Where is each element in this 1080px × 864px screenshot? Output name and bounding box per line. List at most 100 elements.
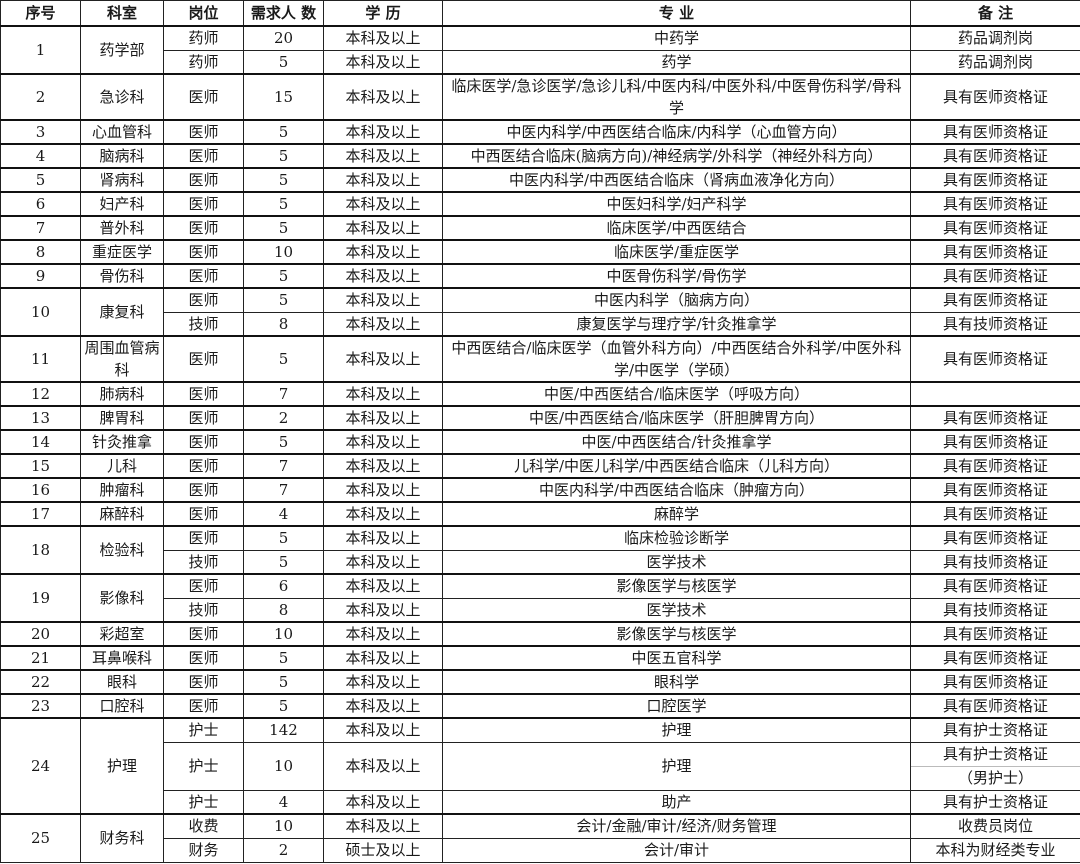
cell-no: 2 <box>0 73 81 121</box>
cell-count: 2 <box>243 837 324 863</box>
cell-remark: 具有医师资格证 <box>910 73 1080 121</box>
table-row: 1 药学部 药师 20 本科及以上 中药学 药品调剂岗 <box>0 25 1080 75</box>
cell-major: 临床医学/重症医学 <box>442 239 911 265</box>
cell-remark: 具有医师资格证 <box>910 453 1080 479</box>
cell-count: 5 <box>243 669 324 695</box>
cell-count: 4 <box>243 789 324 815</box>
cell-post: 医师 <box>163 191 244 217</box>
cell-post: 医师 <box>163 119 244 145</box>
cell-count: 5 <box>243 549 324 575</box>
cell-post: 医师 <box>163 621 244 647</box>
header-remark: 备 注 <box>910 0 1080 27</box>
cell-major: 中医骨伤科学/骨伤学 <box>442 263 911 289</box>
cell-major: 中医内科学/中西医结合临床（肿瘤方向） <box>442 477 911 503</box>
cell-no: 4 <box>0 143 81 169</box>
cell-count: 5 <box>243 693 324 719</box>
cell-post: 医师 <box>163 263 244 289</box>
cell-no: 21 <box>0 645 81 671</box>
table-row: 15 儿科 医师 7 本科及以上 儿科学/中医儿科学/中西医结合临床（儿科方向） 具有医师资… <box>0 453 1080 479</box>
cell-post: 药师 <box>163 49 244 75</box>
cell-no: 20 <box>0 621 81 647</box>
cell-count: 5 <box>243 645 324 671</box>
cell-count: 10 <box>243 741 324 791</box>
cell-post: 技师 <box>163 597 244 623</box>
cell-major: 护理 <box>442 741 911 791</box>
cell-edu: 本科及以上 <box>323 143 443 169</box>
cell-count: 5 <box>243 215 324 241</box>
cell-post: 医师 <box>163 429 244 455</box>
cell-post: 护士 <box>163 717 244 743</box>
cell-post: 护士 <box>163 789 244 815</box>
cell-major: 临床医学/中西医结合 <box>442 215 911 241</box>
cell-count: 10 <box>243 621 324 647</box>
cell-post: 医师 <box>163 693 244 719</box>
table-row: 23 口腔科 医师 5 本科及以上 口腔医学 具有医师资格证 <box>0 693 1080 719</box>
cell-no: 11 <box>0 335 81 383</box>
cell-major: 影像医学与核医学 <box>442 621 911 647</box>
cell-remark: 具有医师资格证 <box>910 501 1080 527</box>
cell-post: 收费 <box>163 813 244 839</box>
table-row: 5 肾病科 医师 5 本科及以上 中医内科学/中西医结合临床（肾病血液净化方向） 具有医师资… <box>0 167 1080 193</box>
cell-no: 12 <box>0 381 81 407</box>
cell-remark: 具有技师资格证 <box>910 311 1080 337</box>
cell-remark: 具有护士资格证 <box>910 717 1080 743</box>
cell-count: 5 <box>243 167 324 193</box>
cell-post: 医师 <box>163 167 244 193</box>
cell-remark: 具有医师资格证 <box>910 143 1080 169</box>
cell-remark: 具有医师资格证 <box>910 477 1080 503</box>
cell-count: 5 <box>243 287 324 313</box>
cell-remark: 具有护士资格证 <box>910 789 1080 815</box>
cell-post: 医师 <box>163 405 244 431</box>
cell-count: 5 <box>243 429 324 455</box>
table-row: 财务 2 硕士及以上 会计/审计 本科为财经类专业 <box>1 837 1080 863</box>
cell-major: 会计/金融/审计/经济/财务管理 <box>442 813 911 839</box>
cell-count: 7 <box>243 477 324 503</box>
cell-dept: 肿瘤科 <box>80 477 164 503</box>
cell-dept: 彩超室 <box>80 621 164 647</box>
table-row: 护士 4 本科及以上 助产 具有护士资格证 <box>1 789 1080 815</box>
cell-edu: 本科及以上 <box>323 119 443 145</box>
cell-dept: 麻醉科 <box>80 501 164 527</box>
cell-count: 5 <box>243 143 324 169</box>
cell-post: 技师 <box>163 311 244 337</box>
cell-remark-line: （男护士） <box>911 765 1080 790</box>
cell-remark: 具有护士资格证 （男护士） <box>910 741 1080 791</box>
table-row: 21 耳鼻喉科 医师 5 本科及以上 中医五官科学 具有医师资格证 <box>0 645 1080 671</box>
cell-major: 眼科学 <box>442 669 911 695</box>
table-row: 8 重症医学 医师 10 本科及以上 临床医学/重症医学 具有医师资格证 <box>0 239 1080 265</box>
cell-post: 医师 <box>163 143 244 169</box>
cell-remark: 具有医师资格证 <box>910 287 1080 313</box>
cell-no: 9 <box>0 263 81 289</box>
cell-major: 麻醉学 <box>442 501 911 527</box>
cell-dept: 儿科 <box>80 453 164 479</box>
header-major: 专 业 <box>442 0 911 27</box>
cell-major: 临床医学/急诊医学/急诊儿科/中医内科/中医外科/中医骨伤科学/骨科学 <box>442 73 911 121</box>
cell-major: 中医妇科学/妇产科学 <box>442 191 911 217</box>
cell-major: 中医/中西医结合/临床医学（肝胆脾胃方向） <box>442 405 911 431</box>
cell-edu: 本科及以上 <box>323 621 443 647</box>
cell-post: 医师 <box>163 239 244 265</box>
cell-dept: 普外科 <box>80 215 164 241</box>
cell-count: 6 <box>243 573 324 599</box>
cell-major: 临床检验诊断学 <box>442 525 911 551</box>
cell-edu: 本科及以上 <box>323 525 443 551</box>
cell-major: 药学 <box>442 49 911 75</box>
cell-remark: 具有医师资格证 <box>910 167 1080 193</box>
cell-edu: 本科及以上 <box>323 215 443 241</box>
cell-post: 医师 <box>163 73 244 121</box>
cell-major: 护理 <box>442 717 911 743</box>
table-row: 16 肿瘤科 医师 7 本科及以上 中医内科学/中西医结合临床（肿瘤方向） 具有医师资格证 <box>0 477 1080 503</box>
cell-edu: 本科及以上 <box>323 239 443 265</box>
cell-post: 医师 <box>163 645 244 671</box>
header-no: 序号 <box>0 0 81 27</box>
cell-no: 15 <box>0 453 81 479</box>
cell-dept: 针灸推拿 <box>80 429 164 455</box>
cell-edu: 本科及以上 <box>323 501 443 527</box>
cell-dept: 影像科 <box>80 573 164 623</box>
cell-count: 5 <box>243 525 324 551</box>
table-row: 2 急诊科 医师 15 本科及以上 临床医学/急诊医学/急诊儿科/中医内科/中医外科/中医… <box>0 73 1080 121</box>
cell-no: 19 <box>0 573 81 623</box>
cell-major: 影像医学与核医学 <box>442 573 911 599</box>
cell-edu: 本科及以上 <box>323 429 443 455</box>
